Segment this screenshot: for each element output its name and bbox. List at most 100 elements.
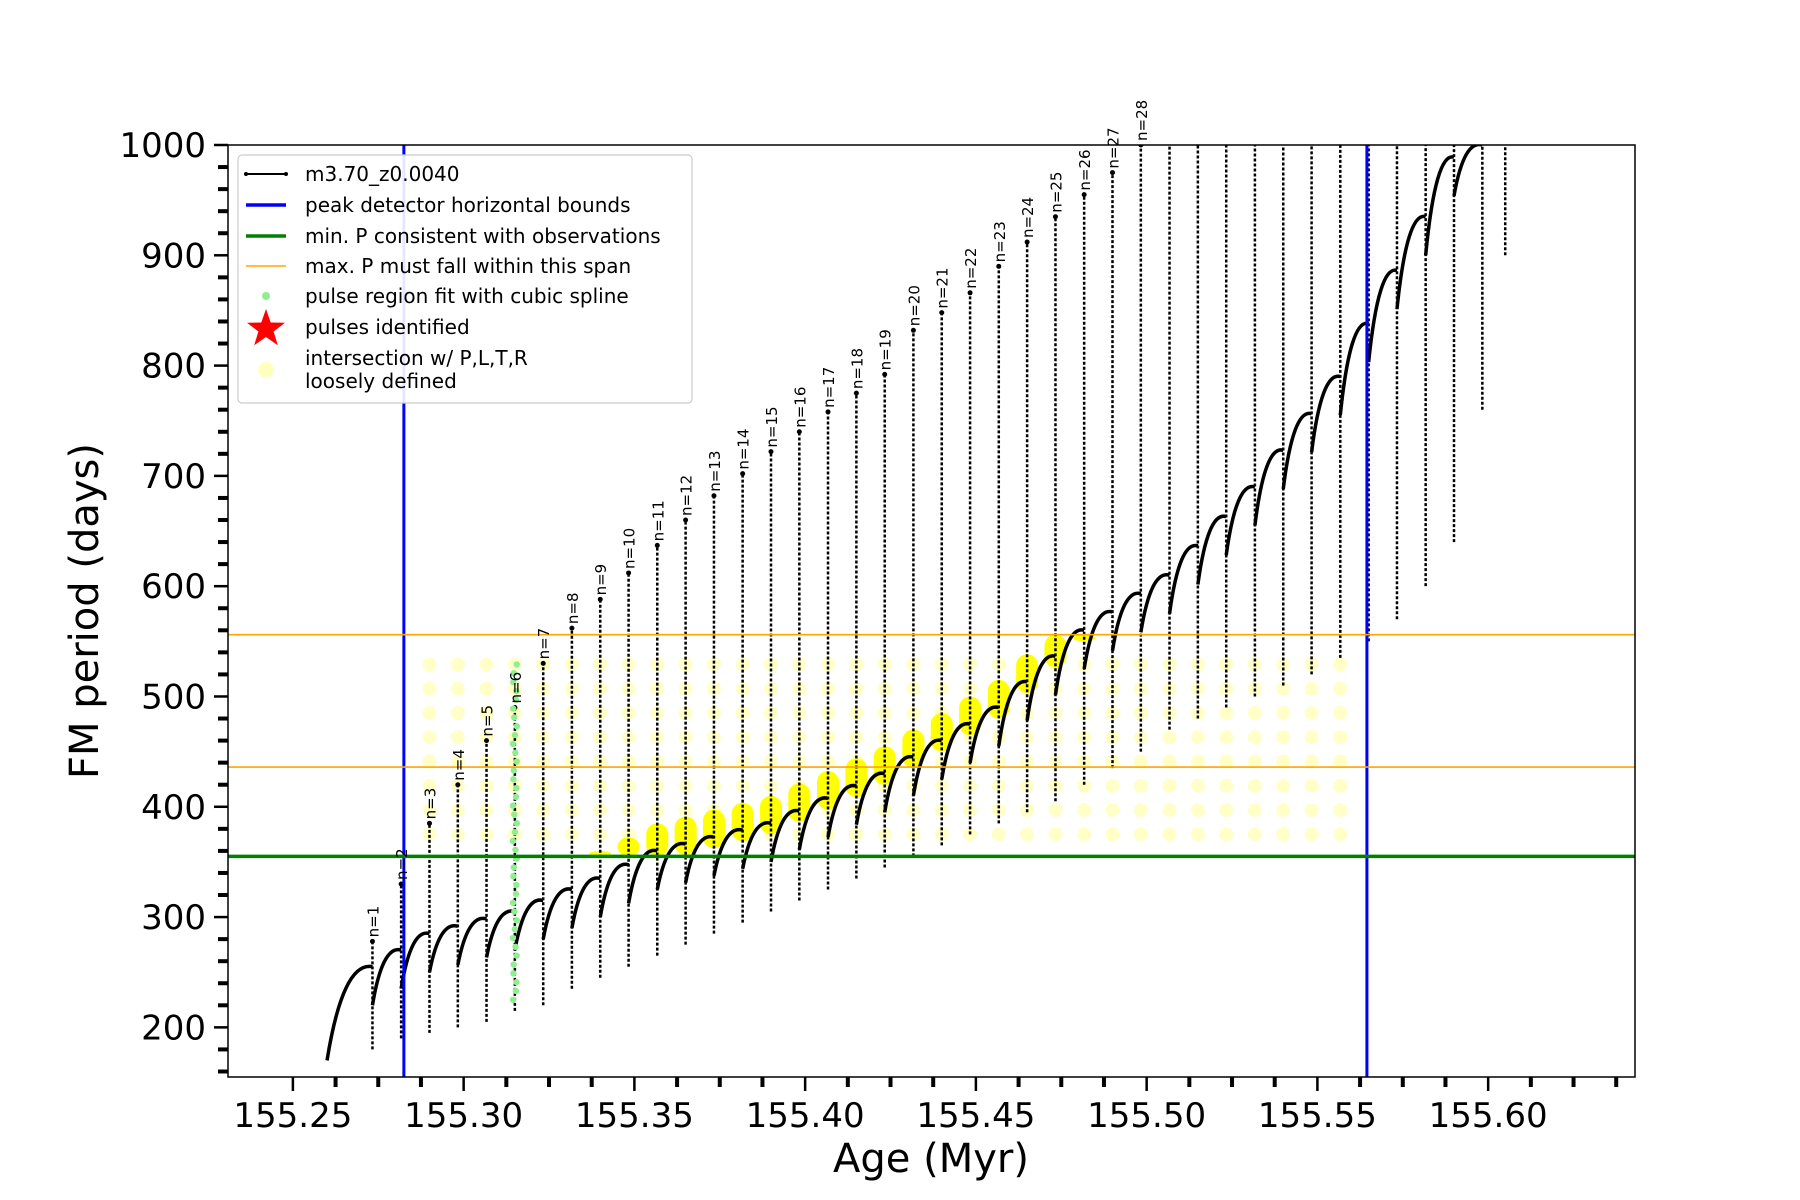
pulse-label: n=25 xyxy=(1047,172,1065,213)
ridge-arc xyxy=(826,783,857,838)
pulse-label: n=9 xyxy=(592,564,610,596)
intersection-dot xyxy=(1190,827,1205,842)
intersection-dot xyxy=(1333,706,1348,721)
intersection-dot xyxy=(621,730,636,745)
intersection-dot xyxy=(1133,754,1148,769)
spline-dot xyxy=(511,828,519,836)
ridge-arc xyxy=(456,916,488,966)
intersection-dot xyxy=(792,730,807,745)
spline-dot xyxy=(511,811,518,818)
intersection-dot xyxy=(991,827,1006,842)
model-track xyxy=(325,145,1507,1061)
pulse-peak xyxy=(768,449,774,455)
intersection-dot xyxy=(1190,681,1205,696)
intersection-dot xyxy=(1219,827,1234,842)
intersection-dot xyxy=(650,730,665,745)
intersection-dot xyxy=(450,754,465,769)
spline-dot xyxy=(509,934,517,942)
intersection-dot xyxy=(1247,754,1262,769)
spline-dot xyxy=(510,961,517,968)
intersection-dot xyxy=(1304,681,1319,696)
intersection-dot xyxy=(678,778,693,793)
ridge-arc xyxy=(370,947,402,1006)
spline-dot xyxy=(510,678,517,686)
data-layer xyxy=(325,145,1507,1061)
pulse-peak xyxy=(825,409,831,415)
pulse-peak xyxy=(967,290,973,296)
intersection-dot xyxy=(1219,657,1234,672)
pulse-label: n=16 xyxy=(791,387,809,428)
ridge-arc xyxy=(1338,321,1370,416)
pulse-peak xyxy=(1081,192,1087,198)
pulse-peak xyxy=(996,263,1002,269)
intersection-dot xyxy=(1077,827,1092,842)
intersection-dot xyxy=(706,681,721,696)
intersection-dot xyxy=(450,706,465,721)
spline-dot xyxy=(511,731,519,739)
legend-label: pulse region fit with cubic spline xyxy=(305,284,629,308)
intersection-dot xyxy=(536,754,551,769)
y-tick-label: 600 xyxy=(141,567,206,607)
spline-dot xyxy=(513,723,521,730)
y-tick-label: 400 xyxy=(141,788,206,828)
y-axis: 200 300 400 500 600 700 800 900 1000 xyxy=(119,126,228,1074)
pulse-peak xyxy=(853,390,859,396)
pulse-label: n=20 xyxy=(905,285,923,326)
legend-label: max. P must fall within this span xyxy=(305,254,631,278)
intersection-dot xyxy=(1219,754,1234,769)
spline-dot xyxy=(510,970,517,977)
intersection-dot xyxy=(1304,657,1319,672)
intersection-dot xyxy=(1077,803,1092,818)
ridge-arc xyxy=(655,841,687,890)
intersection-dot xyxy=(422,754,437,769)
intersection-dot xyxy=(1304,730,1319,745)
pulse-label: n=10 xyxy=(621,528,639,569)
x-tick-label: 155.60 xyxy=(1429,1096,1548,1136)
pulse-labels: n=1 n=2 n=3 n=4 n=5 n=6 n=7 n=8 n=9 n=10 n=11 n=12 n… xyxy=(364,100,1150,938)
spline-dot xyxy=(510,776,517,783)
intersection-dot xyxy=(991,803,1006,818)
intersection-dot xyxy=(1219,778,1234,793)
intersection-band xyxy=(617,837,640,857)
intersection-dot xyxy=(422,730,437,745)
pulse-peak xyxy=(711,493,717,499)
intersection-dot xyxy=(1105,803,1120,818)
intersection-dot xyxy=(536,730,551,745)
pulse-peak xyxy=(484,738,490,744)
intersection-dot xyxy=(422,778,437,793)
legend-label: min. P consistent with observations xyxy=(305,224,661,248)
intersection-dot xyxy=(422,657,437,672)
legend-marker xyxy=(284,172,288,176)
ridge-arc xyxy=(1281,411,1313,490)
spline-dot xyxy=(513,881,520,889)
pulse-label: n=12 xyxy=(678,475,696,516)
spline-dot xyxy=(509,899,517,906)
y-axis-title: FM period (days) xyxy=(62,443,108,779)
pulse-label: n=5 xyxy=(479,705,497,737)
intersection-dot xyxy=(1077,778,1092,793)
intersection-dot xyxy=(536,778,551,793)
intersection-dot xyxy=(1190,778,1205,793)
intersection-dot xyxy=(877,827,892,842)
intersection-dot xyxy=(963,778,978,793)
ridge-arc xyxy=(940,722,971,780)
pulse-label: n=4 xyxy=(450,749,468,781)
intersection-dot xyxy=(1190,754,1205,769)
reference-lines xyxy=(228,145,1635,1077)
intersection-dot xyxy=(1333,827,1348,842)
intersection-dot xyxy=(1162,827,1177,842)
ridge-arc xyxy=(325,964,373,1061)
pulse-peak xyxy=(540,660,546,666)
intersection-dot xyxy=(1247,827,1262,842)
legend-star xyxy=(247,309,285,346)
intersection-dot xyxy=(564,803,579,818)
ridge-arc xyxy=(712,827,744,877)
ridge-arc xyxy=(740,821,772,870)
intersection-dot xyxy=(1048,706,1063,721)
spline-dot xyxy=(512,987,520,995)
intersection-dot xyxy=(1276,778,1291,793)
intersection-dot xyxy=(1048,827,1063,842)
pulse-label: n=26 xyxy=(1076,149,1094,190)
intersection-dot xyxy=(1304,754,1319,769)
